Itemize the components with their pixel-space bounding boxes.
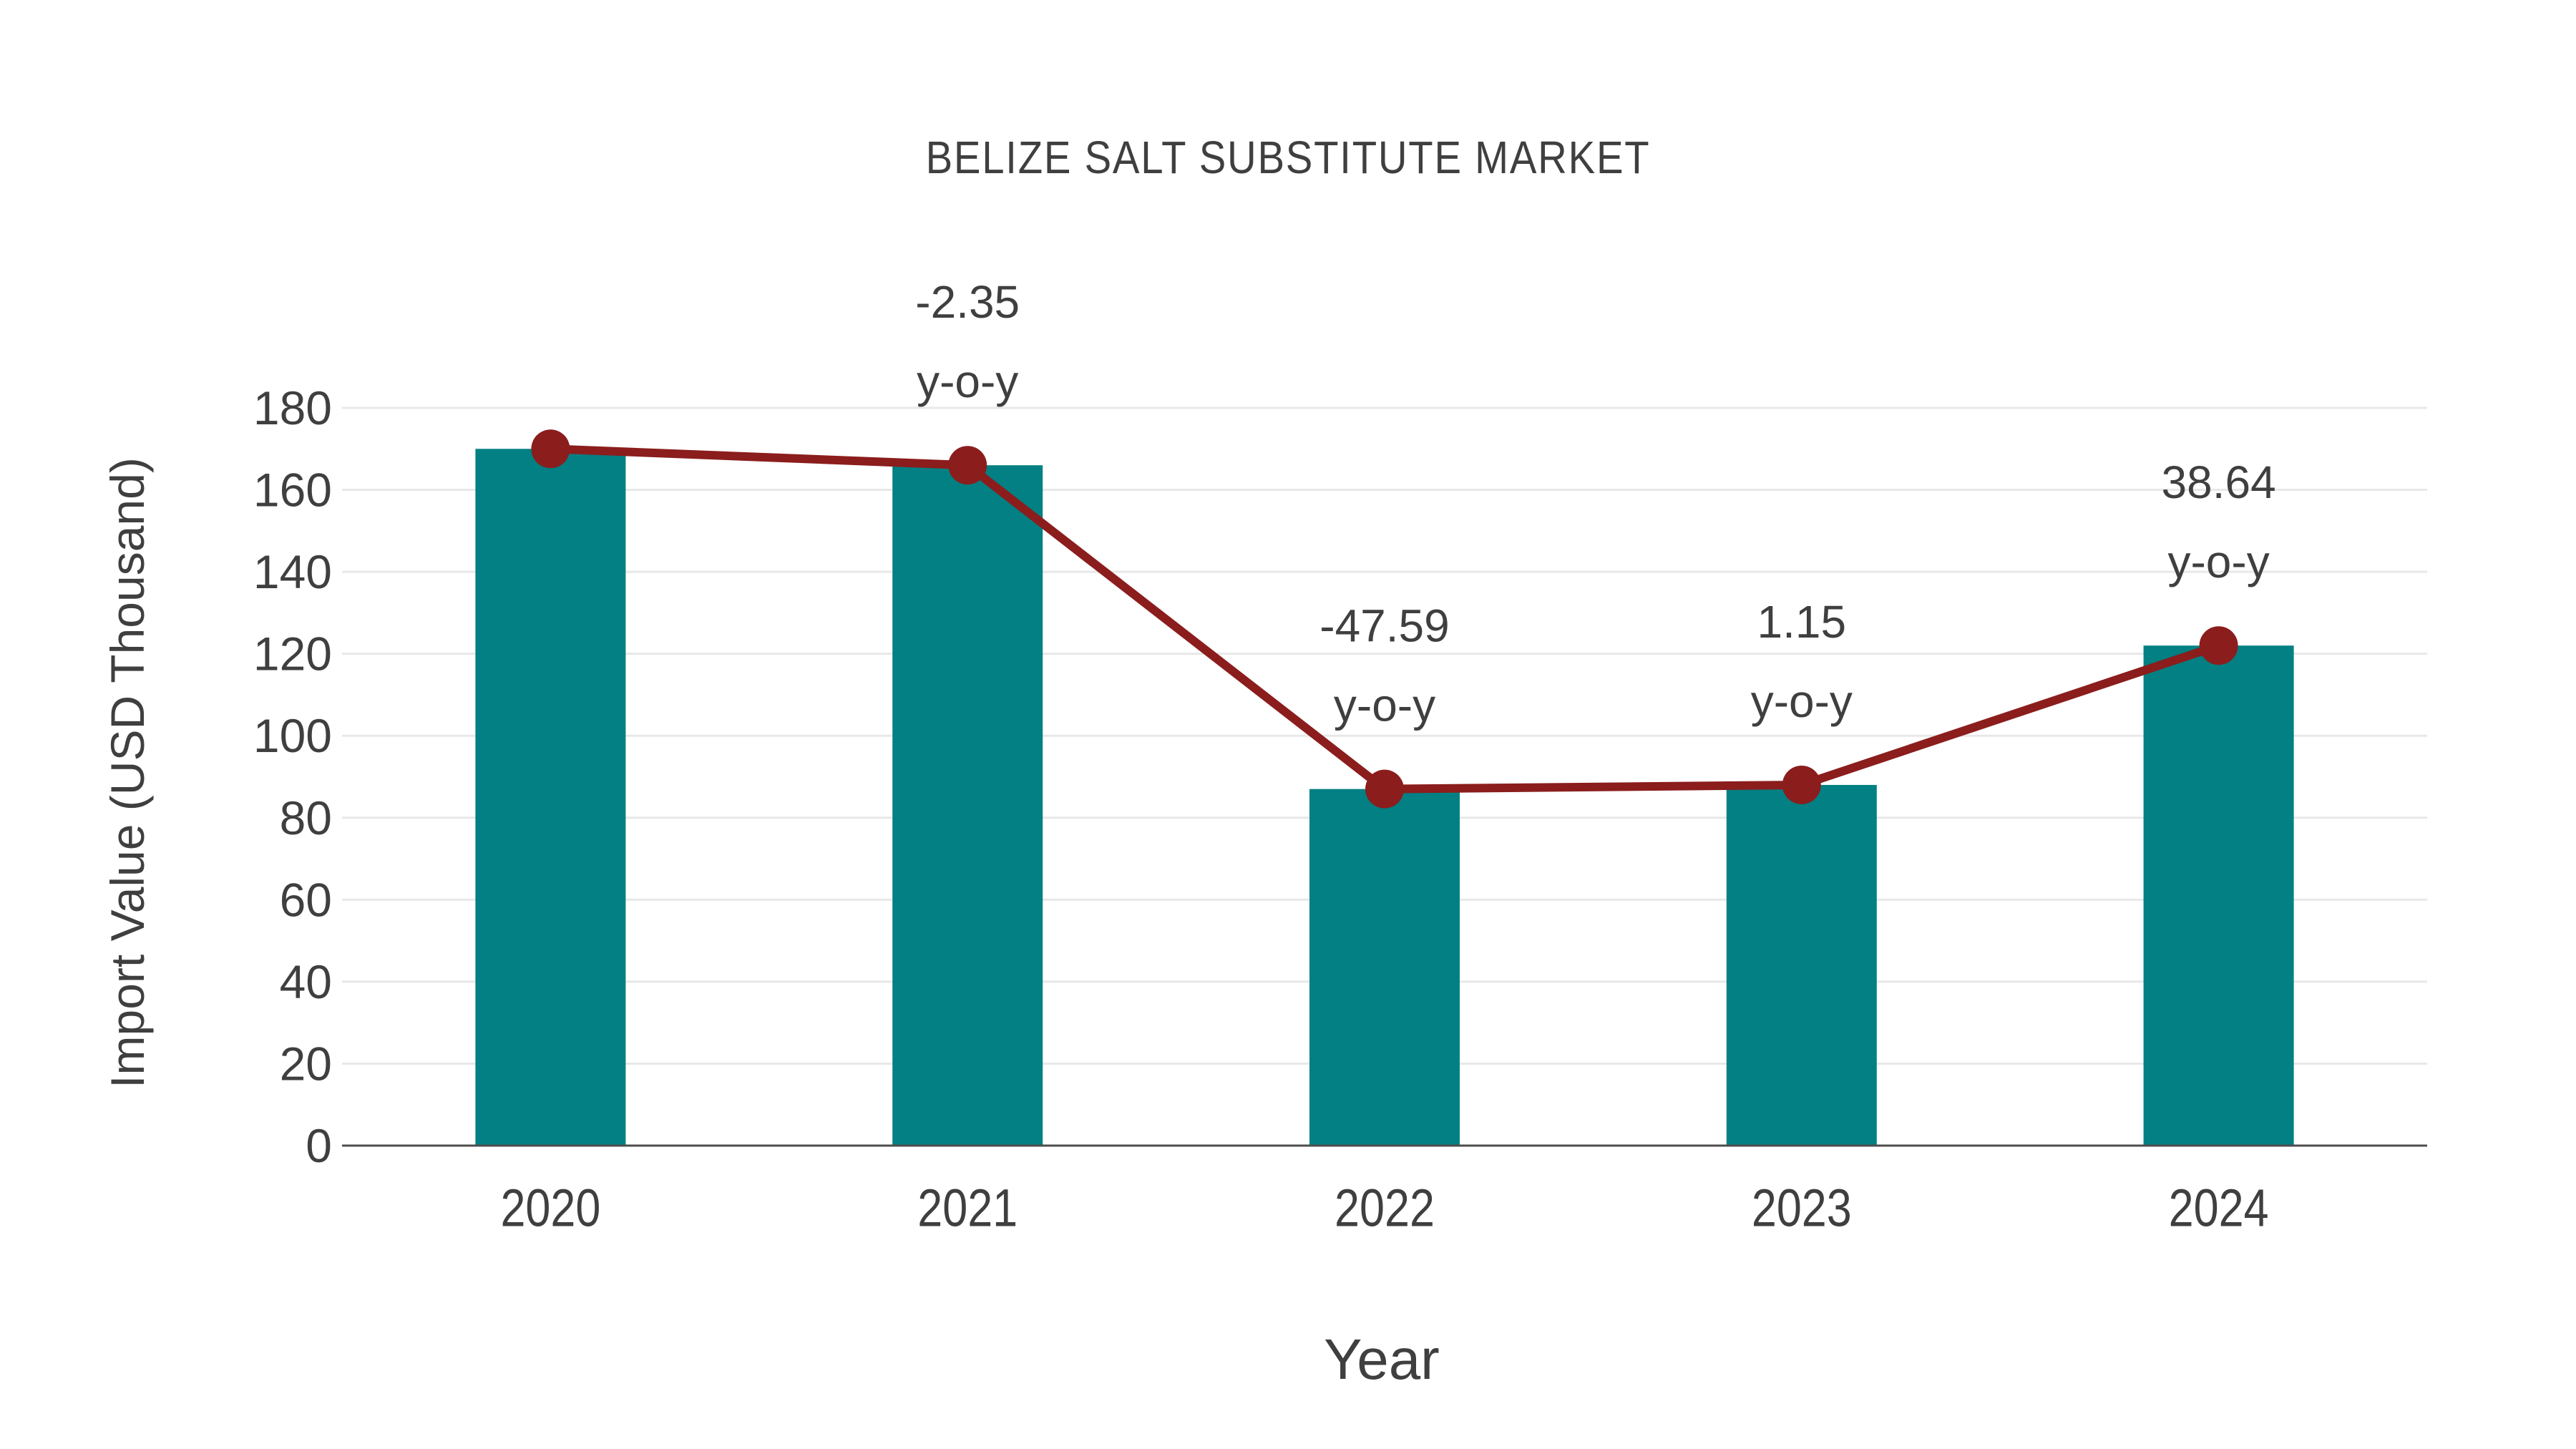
y-tick-label: 140: [253, 545, 332, 598]
x-axis-title: Year: [1324, 1327, 1440, 1391]
y-tick-label: 160: [253, 464, 332, 517]
y-tick-label: 100: [253, 709, 332, 762]
y-tick-label: 180: [253, 381, 332, 434]
x-tick-label: 2021: [917, 1179, 1018, 1238]
x-tick-label: 2024: [2169, 1179, 2269, 1238]
bar-2020: [475, 449, 626, 1146]
trend-marker-2024: [2199, 626, 2238, 665]
trend-marker-2023: [1782, 765, 1821, 804]
y-tick-label: 120: [253, 628, 332, 680]
bar-2021: [892, 465, 1043, 1146]
annotation-value-2023: 1.15: [1757, 596, 1847, 648]
bar-2022: [1309, 789, 1460, 1146]
annotation-value-2024: 38.64: [2162, 457, 2276, 508]
x-tick-label: 2022: [1335, 1179, 1435, 1238]
trend-marker-2022: [1365, 769, 1404, 809]
x-tick-label: 2020: [500, 1179, 600, 1238]
trend-marker-2021: [948, 446, 987, 485]
y-tick-label: 80: [280, 791, 332, 844]
bar-2023: [1726, 784, 1877, 1146]
annotation-label-2021: y-o-y: [917, 356, 1018, 407]
chart-title: BELIZE SALT SUBSTITUTE MARKET: [925, 132, 1651, 183]
annotation-value-2022: -47.59: [1319, 600, 1449, 652]
annotation-label-2022: y-o-y: [1334, 680, 1435, 731]
annotation-label-2024: y-o-y: [2167, 536, 2269, 587]
y-tick-label: 0: [306, 1119, 332, 1172]
x-tick-label: 2023: [1752, 1179, 1852, 1238]
y-tick-label: 60: [280, 873, 332, 926]
y-tick-label: 40: [280, 955, 332, 1008]
annotation-label-2023: y-o-y: [1751, 675, 1853, 727]
trend-marker-2020: [531, 429, 570, 469]
annotation-value-2021: -2.35: [915, 276, 1020, 328]
y-tick-label: 20: [280, 1037, 332, 1090]
bar-2024: [2143, 645, 2294, 1146]
